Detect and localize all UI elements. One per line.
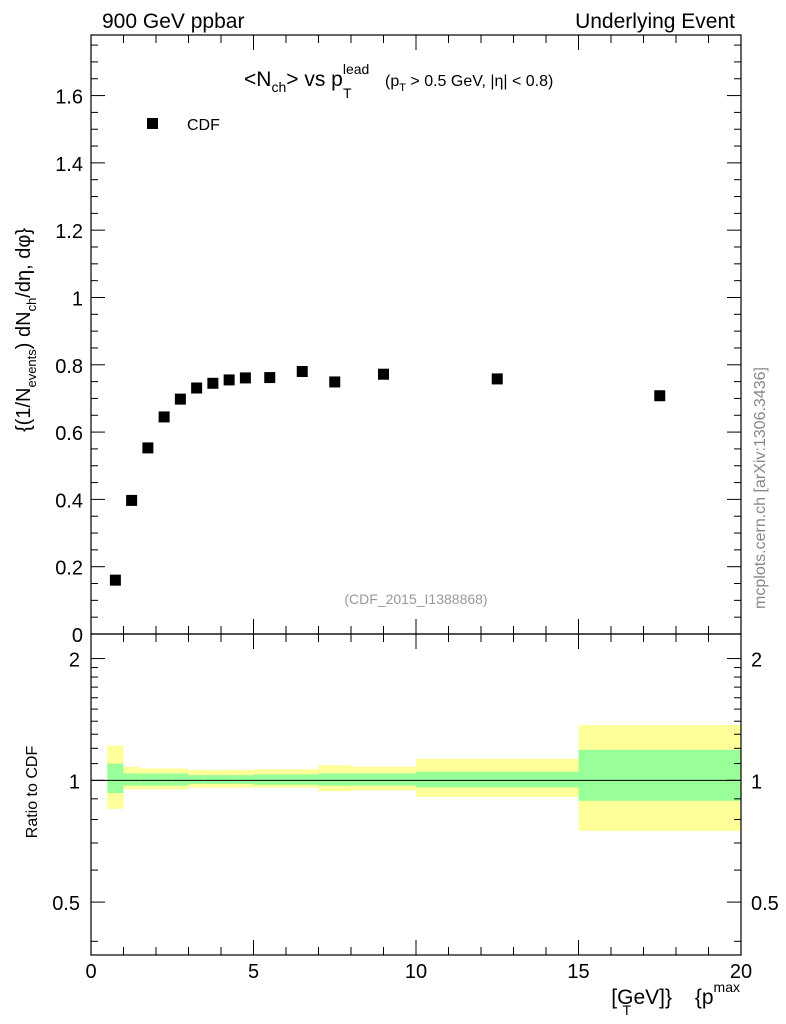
ylabel-part-a-sub: events	[24, 349, 39, 388]
cdf-data-point-2	[142, 442, 154, 454]
header-right: Underlying Event	[575, 10, 735, 33]
ratio-ytick-label-right-2: 2	[751, 650, 762, 672]
main-chart-title: <Nch> vs plead T(pT > 0.5 GeV, |η| < 0.8)	[244, 61, 553, 101]
ratio-inner-band-1	[123, 773, 140, 786]
xlabel-part-pre: {p	[695, 986, 714, 1009]
cdf-data-point-3	[158, 411, 170, 423]
ratio-inner-band-8	[237, 775, 254, 784]
title-part-pre: <N	[244, 68, 271, 91]
title-part-sub1: ch	[271, 79, 286, 95]
xlabel-part-post: [GeV]}	[605, 986, 672, 1009]
cdf-data-point-14	[654, 390, 666, 402]
main-ytick-label-8: 1.6	[55, 87, 83, 109]
ratio-ytick-label-right-0: 0.5	[751, 893, 779, 915]
ratio-inner-band-4	[172, 773, 189, 786]
x-tick-label-3: 15	[567, 961, 589, 983]
cdf-data-point-11	[329, 376, 341, 388]
title-part-sup: lead	[343, 61, 369, 77]
cdf-data-point-9	[264, 372, 276, 384]
xlabel-part-sub: T	[622, 1002, 631, 1018]
ratio-inner-band-12	[351, 773, 416, 786]
ratio-ytick-label-right-1: 1	[751, 771, 762, 793]
cdf-data-point-4	[174, 393, 186, 405]
cdf-data-point-12	[378, 368, 389, 380]
ratio-inner-band-13	[416, 771, 579, 788]
analysis-id: (CDF_2015_I1388868)	[344, 591, 487, 607]
x-tick-label-0: 0	[85, 961, 96, 983]
ratio-inner-band-11	[318, 773, 351, 786]
x-tick-label-4: 20	[730, 961, 752, 983]
main-ytick-label-6: 1.2	[55, 221, 83, 243]
ratio-inner-band-9	[253, 774, 286, 785]
xlabel-part-sup: max	[714, 979, 740, 995]
main-ytick-label-5: 1	[72, 288, 83, 310]
main-ytick-label-4: 0.8	[55, 356, 83, 378]
legend-label-cdf: CDF	[187, 117, 220, 134]
title-part-cut-sub: T	[399, 82, 406, 94]
x-tick-label-2: 10	[405, 961, 427, 983]
cdf-data-point-6	[207, 377, 219, 389]
x-axis-label: {pmax T [GeV]}	[605, 979, 740, 1018]
ratio-inner-band-2	[139, 773, 156, 786]
cdf-data-point-7	[223, 374, 235, 386]
main-ytick-label-0: 0	[72, 625, 83, 647]
ratio-y-axis-label: Ratio to CDF	[24, 746, 41, 839]
ylabel-part-b: ) dN	[13, 311, 35, 349]
legend-marker-cdf	[147, 118, 158, 129]
ratio-inner-band-0	[107, 763, 124, 794]
title-part-sub2: T	[343, 85, 352, 101]
ratio-bands-layer	[91, 725, 741, 831]
ylabel-part-b-sub: ch	[24, 298, 39, 312]
ratio-ytick-label-left-1: 1	[69, 771, 80, 793]
title-part-cut-pre: (p	[385, 73, 399, 90]
ratio-ytick-label-left-2: 2	[69, 650, 80, 672]
ylabel-part-a: {(1/N	[13, 388, 35, 432]
cdf-data-point-10	[296, 366, 308, 378]
cdf-data-point-0	[109, 574, 121, 586]
data-points-layer	[109, 366, 666, 586]
ratio-inner-band-6	[204, 775, 221, 784]
ratio-inner-band-14	[578, 749, 741, 801]
cdf-data-point-13	[491, 373, 503, 385]
ratio-inner-band-7	[221, 775, 238, 784]
main-ytick-label-1: 0.2	[55, 558, 83, 580]
ratio-inner-band-3	[156, 773, 173, 786]
axes-layer: 0 0.2 0.4 0.6 0.8 1 1.2 1.4 1.6 0 5 10 15 20 0.5 0.5 1 1 2…	[52, 34, 779, 983]
cdf-data-point-5	[191, 382, 203, 394]
cdf-data-point-8	[239, 372, 251, 384]
header-left: 900 GeV ppbar	[102, 10, 244, 33]
title-part-mid: > vs p	[286, 68, 343, 91]
x-tick-label-1: 5	[248, 961, 259, 983]
main-ytick-label-7: 1.4	[55, 154, 83, 176]
cdf-data-point-1	[126, 494, 138, 506]
ylabel-part-c: /dη, dφ}	[13, 228, 35, 298]
ratio-inner-band-5	[188, 775, 205, 784]
main-y-axis-label: {(1/Nevents) dNch/dη, dφ}	[13, 228, 39, 432]
main-ytick-label-2: 0.4	[55, 490, 83, 512]
ratio-inner-band-10	[286, 774, 319, 785]
main-ytick-label-3: 0.6	[55, 423, 83, 445]
ratio-ytick-label-left-0: 0.5	[52, 893, 80, 915]
watermark: mcplots.cern.ch [arXiv:1306.3436]	[752, 367, 769, 609]
title-part-cut-post: > 0.5 GeV, |η| < 0.8)	[406, 73, 553, 90]
